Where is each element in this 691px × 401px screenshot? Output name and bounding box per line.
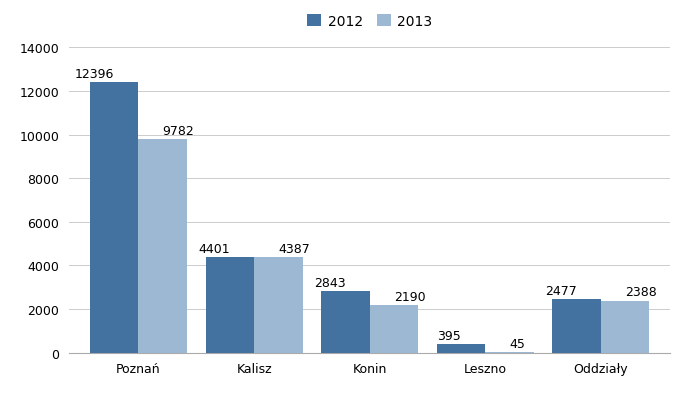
Bar (321, 291, 370, 353)
Bar (370, 305, 418, 353)
Bar (138, 140, 187, 353)
Bar (437, 344, 485, 353)
Text: 2388: 2388 (625, 286, 657, 299)
Text: 9782: 9782 (163, 125, 194, 138)
Text: 2190: 2190 (394, 290, 426, 303)
Text: 395: 395 (437, 329, 461, 342)
Bar (90, 83, 138, 353)
Bar (552, 299, 601, 353)
Text: 45: 45 (509, 337, 525, 350)
Text: 12396: 12396 (75, 68, 114, 81)
Legend: 2012, 2013: 2012, 2013 (301, 9, 438, 34)
Bar (254, 257, 303, 353)
Bar (205, 257, 254, 353)
Bar (485, 352, 534, 353)
Text: 4387: 4387 (278, 242, 310, 255)
Bar (601, 301, 650, 353)
Text: 2477: 2477 (545, 284, 576, 297)
Text: 4401: 4401 (198, 242, 230, 255)
Text: 2843: 2843 (314, 276, 346, 289)
